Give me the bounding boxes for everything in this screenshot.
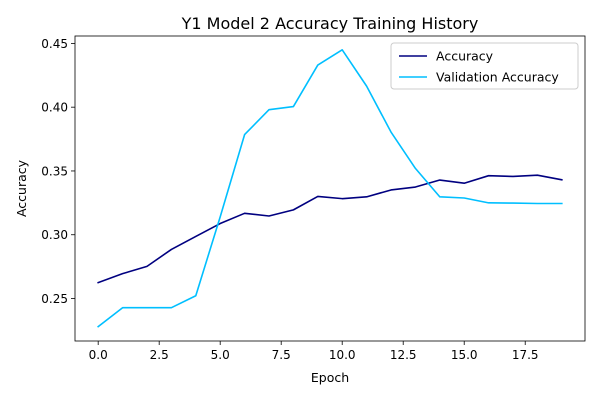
x-tick-label: 17.5 (512, 348, 539, 362)
x-tick-label: 2.5 (150, 348, 169, 362)
series-lines (97, 48, 563, 328)
legend-label-accuracy: Accuracy (436, 49, 494, 64)
y-axis-label: Accuracy (14, 159, 29, 217)
plot-frame (74, 35, 586, 342)
x-axis: 0.0 2.5 5.0 7.5 10.0 12.5 15.0 17.5 (89, 341, 539, 362)
legend-label-validation-accuracy: Validation Accuracy (436, 70, 559, 85)
x-tick-label: 0.0 (89, 348, 108, 362)
y-tick-label: 0.30 (41, 228, 68, 242)
y-tick-label: 0.25 (41, 292, 68, 306)
y-tick-label: 0.35 (41, 164, 68, 178)
chart-title: Y1 Model 2 Accuracy Training History (181, 14, 479, 33)
y-axis: 0.25 0.30 0.35 0.40 0.45 (41, 37, 75, 306)
y-tick-label: 0.40 (41, 101, 68, 115)
x-axis-label: Epoch (311, 370, 349, 385)
x-tick-label: 7.5 (272, 348, 291, 362)
x-tick-label: 15.0 (451, 348, 478, 362)
legend: Accuracy Validation Accuracy (390, 42, 579, 90)
series-line-accuracy (97, 174, 563, 284)
legend-box (390, 42, 579, 90)
x-tick-label: 12.5 (390, 348, 417, 362)
y-tick-label: 0.45 (41, 37, 68, 51)
x-tick-label: 5.0 (211, 348, 230, 362)
x-tick-label: 10.0 (329, 348, 356, 362)
series-line-validation-accuracy (97, 48, 563, 328)
